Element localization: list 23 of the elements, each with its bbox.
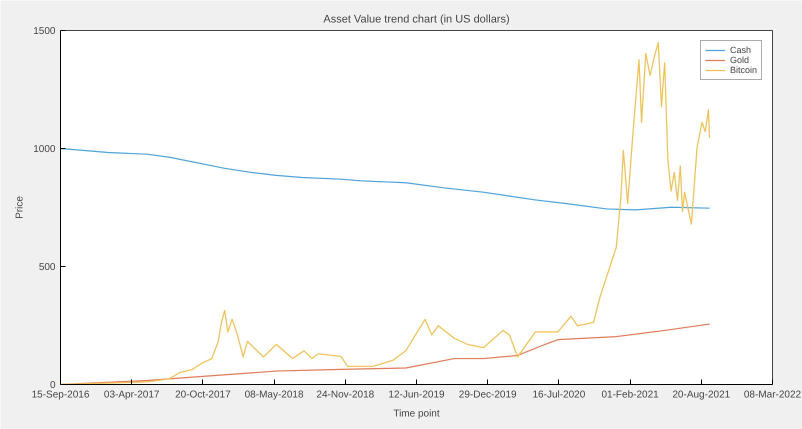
- y-tick-label: 0: [50, 380, 56, 391]
- x-tick-label: 24-Nov-2018: [316, 390, 375, 400]
- x-axis-title: Time point: [393, 408, 440, 420]
- line-series: [60, 148, 710, 210]
- x-tick-label: 03-Apr-2017: [104, 390, 160, 400]
- x-tick-label: 29-Dec-2019: [458, 390, 518, 400]
- x-tick-label: 15-Sep-2016: [32, 390, 90, 400]
- x-tick-label: 01-Feb-2021: [601, 390, 660, 400]
- line-series: [60, 323, 710, 384]
- legend-label: Gold: [730, 55, 750, 65]
- y-tick-label: 1000: [33, 144, 56, 155]
- x-tick-label: 16-Jul-2020: [532, 390, 586, 400]
- chart-title: Asset Value trend chart (in US dollars): [323, 14, 510, 26]
- y-tick-label: 1500: [33, 26, 56, 37]
- y-tick-label: 500: [38, 262, 56, 273]
- x-tick-label: 12-Jun-2019: [388, 390, 446, 400]
- x-tick-label: 08-Mar-2022: [744, 390, 802, 400]
- x-tick-label: 20-Aug-2021: [672, 390, 731, 400]
- x-tick-label: 20-Oct-2017: [175, 390, 232, 400]
- legend-label: Cash: [730, 45, 751, 55]
- legend-label: Bitcoin: [730, 65, 757, 75]
- x-tick-label: 08-May-2018: [244, 390, 304, 400]
- y-axis-title: Price: [14, 196, 26, 219]
